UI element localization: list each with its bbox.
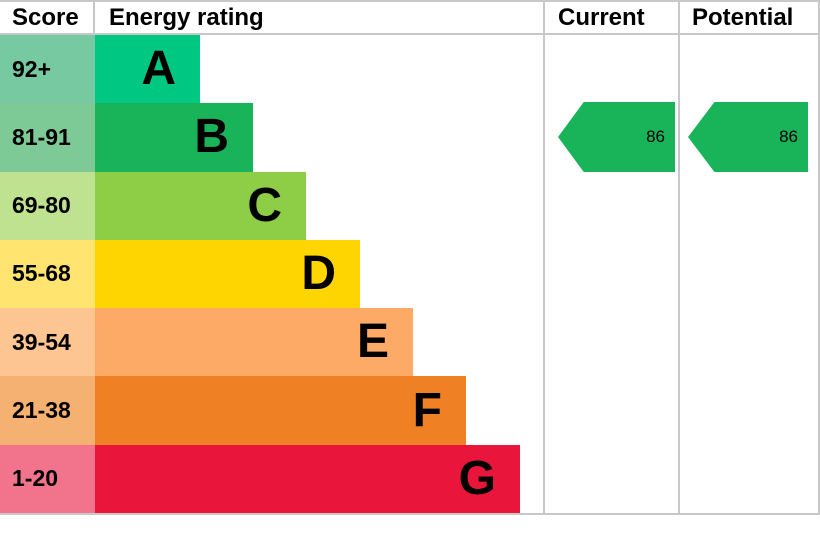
band-bar-a: A	[95, 35, 200, 104]
header-bottom-border	[0, 33, 820, 35]
score-range-b: 81-91	[0, 103, 95, 172]
band-row-f: 21-38 F	[0, 376, 820, 445]
potential-rating-value: 86	[779, 127, 798, 146]
band-bar-e: E	[95, 308, 413, 377]
potential-column-header: Potential	[692, 3, 794, 31]
table-right-border	[818, 0, 820, 515]
score-range-a: 92+	[0, 35, 95, 104]
score-range-d: 55-68	[0, 239, 95, 309]
band-bar-g: G	[95, 444, 520, 513]
score-range-c: 69-80	[0, 171, 95, 240]
band-bar-d: D	[95, 239, 360, 309]
current-column-divider	[543, 0, 545, 515]
potential-column-divider	[678, 0, 680, 515]
table-top-border	[0, 0, 820, 2]
band-row-e: 39-54 E	[0, 308, 820, 377]
score-range-e: 39-54	[0, 308, 95, 377]
current-rating-arrow-icon: 86	[558, 102, 675, 172]
energy-rating-column-header: Energy rating	[109, 3, 264, 31]
band-row-b: 81-91 B	[0, 103, 820, 172]
potential-rating-arrow-icon: 86	[688, 102, 808, 172]
band-bar-b: B	[95, 103, 253, 172]
band-row-d: 55-68 D	[0, 239, 820, 309]
band-bar-c: C	[95, 171, 306, 240]
current-column-header: Current	[558, 3, 645, 31]
score-range-g: 1-20	[0, 444, 95, 513]
score-column-divider	[93, 0, 95, 35]
band-rows: 92+ A 81-91 B 69-80 C 55-68 D 39-54 E 21…	[0, 35, 820, 513]
score-range-f: 21-38	[0, 376, 95, 445]
band-row-c: 69-80 C	[0, 171, 820, 240]
band-bar-f: F	[95, 376, 466, 445]
current-rating-value: 86	[646, 127, 665, 146]
score-column-header: Score	[12, 3, 79, 31]
band-row-a: 92+ A	[0, 35, 820, 104]
band-row-g: 1-20 G	[0, 444, 820, 513]
table-bottom-border	[0, 513, 820, 515]
